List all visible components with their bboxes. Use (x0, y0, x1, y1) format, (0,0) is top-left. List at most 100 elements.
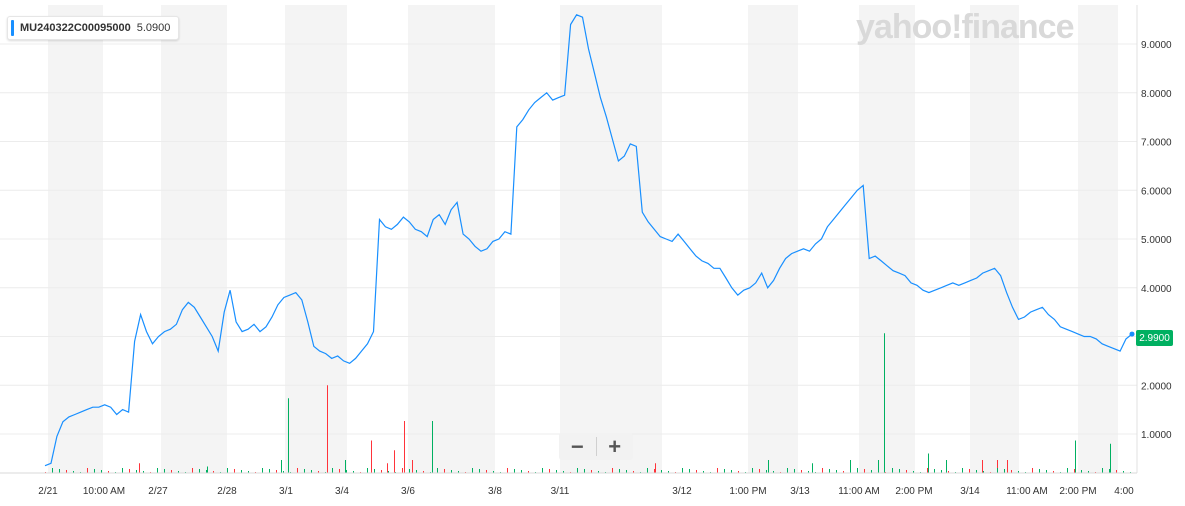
x-tick-label: 3/6 (401, 486, 415, 497)
volume-bar (850, 460, 851, 473)
legend-value: 5.0900 (136, 22, 171, 34)
volume-bar (1018, 471, 1019, 473)
volume-bar (311, 470, 312, 473)
volume-bar (598, 471, 599, 473)
volume-bar (612, 468, 613, 473)
volume-bar (129, 469, 130, 473)
volume-bar (479, 469, 480, 473)
x-tick-label: 3/11 (551, 486, 570, 497)
volume-bar (402, 468, 403, 473)
y-tick-label: 2.0000 (1141, 381, 1172, 392)
legend[interactable]: MU240322C00095000 5.0900 (7, 16, 180, 40)
volume-bar (281, 460, 282, 473)
volume-bar (171, 470, 172, 473)
volume-bar (983, 471, 984, 473)
volume-bar (1046, 470, 1047, 473)
volume-bar (591, 470, 592, 473)
volume-bar (143, 471, 144, 473)
volume-bar (696, 470, 697, 473)
volume-bar (864, 469, 865, 473)
series-color-swatch (11, 20, 14, 36)
volume-bar (262, 468, 263, 473)
volume-bar (472, 468, 473, 473)
volume-bar (884, 333, 885, 473)
volume-bar (458, 471, 459, 473)
volume-bar (1011, 470, 1012, 473)
volume-bar (59, 469, 60, 473)
zoom-controls: − + (559, 433, 633, 460)
zoom-out-button[interactable]: − (570, 433, 584, 459)
volume-bar (94, 469, 95, 473)
volume-bar (528, 471, 529, 473)
x-tick-label: 11:00 AM (838, 486, 880, 497)
zoom-in-button[interactable]: + (608, 433, 622, 459)
volume-bar (136, 470, 137, 473)
volume-bar (432, 421, 433, 473)
volume-bar (346, 470, 347, 473)
x-tick-label: 4:00 (1114, 486, 1134, 497)
volume-bar (752, 468, 753, 473)
volume-bar (934, 469, 935, 473)
x-tick-label: 3/1 (279, 486, 293, 497)
volume-bar (738, 471, 739, 473)
volume-bar (773, 471, 774, 473)
volume-bar (563, 471, 564, 473)
volume-bar (812, 463, 813, 473)
last-price-tag: 2.9900 (1136, 330, 1173, 346)
volume-bar (227, 468, 228, 473)
volume-bar (1067, 468, 1068, 473)
volume-bar (437, 468, 438, 473)
volume-bar (101, 470, 102, 473)
volume-bar (297, 468, 298, 473)
volume-bar (139, 463, 140, 473)
volume-bar (724, 469, 725, 473)
volume-bar (962, 468, 963, 473)
zoom-divider (595, 437, 597, 456)
volume-bar (836, 470, 837, 473)
volume-bar (157, 468, 158, 473)
volume-bar (1110, 443, 1111, 473)
volume-bar (332, 468, 333, 473)
yahoo-finance-logo: yahoo!finance (856, 8, 1074, 46)
volume-bar (668, 471, 669, 473)
x-tick-label: 10:00 AM (83, 486, 125, 497)
volume-bar (1116, 470, 1117, 473)
y-tick-label: 4.0000 (1141, 284, 1172, 295)
volume-bar (647, 468, 648, 473)
volume-bar (731, 470, 732, 473)
y-axis: 1.00002.00003.00004.00005.00006.00007.00… (1136, 5, 1172, 473)
volume-bar (388, 471, 389, 473)
volume-bar (1123, 471, 1124, 473)
volume-bar (892, 468, 893, 473)
volume-bar (404, 421, 405, 473)
volume-bar (946, 460, 947, 473)
volume-bar (283, 471, 284, 473)
x-tick-label: 2:00 PM (1059, 486, 1096, 497)
volume-bar (759, 469, 760, 473)
volume-bar (1074, 469, 1075, 473)
volume-bar (66, 470, 67, 473)
volume-bar (577, 468, 578, 473)
x-tick-label: 3/8 (488, 486, 502, 497)
volume-bar (199, 469, 200, 473)
volume-bar (108, 471, 109, 473)
volume-bar (1007, 460, 1008, 473)
volume-bar (374, 469, 375, 473)
volume-bar (444, 469, 445, 473)
volume-bar (1088, 471, 1089, 473)
volume-bar (248, 471, 249, 473)
volume-bar (493, 471, 494, 473)
y-tick-label: 5.0000 (1141, 235, 1172, 246)
volume-bar (486, 470, 487, 473)
volume-bar (843, 471, 844, 473)
volume-bar (689, 469, 690, 473)
volume-bar (1102, 468, 1103, 473)
volume-bar (619, 469, 620, 473)
volume-bar (654, 469, 655, 473)
volume-bar (1039, 469, 1040, 473)
volume-bar (556, 470, 557, 473)
volume-bar (941, 470, 942, 473)
volume-bar (997, 468, 998, 473)
x-tick-label: 11:00 AM (1006, 486, 1048, 497)
